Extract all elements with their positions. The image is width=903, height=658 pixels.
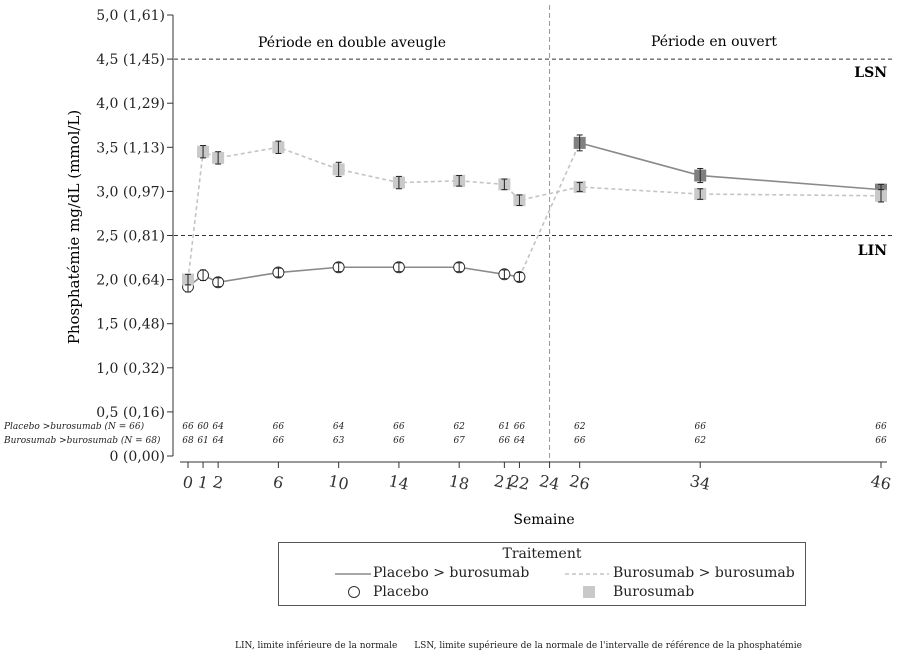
- x-tick-label: 22: [507, 471, 531, 494]
- y-tick-label: 0 (0,00): [110, 449, 165, 465]
- y-tick-label: 3,5 (1,13): [96, 140, 165, 156]
- x-tick-label: 0: [181, 472, 195, 493]
- y-axis-label: Phosphatémie mg/dL (mmol/L): [65, 110, 83, 344]
- legend-title: Traitement: [502, 546, 582, 562]
- n-at-risk-value: 64: [212, 436, 224, 446]
- n-at-risk-value: 67: [453, 436, 465, 446]
- n-at-risk-value: 64: [514, 436, 526, 446]
- y-tick-label: 3,0 (0,97): [96, 184, 165, 200]
- y-tick-label: 2,0 (0,64): [96, 273, 165, 289]
- n-at-risk-value: 66: [694, 422, 706, 432]
- period-label-open: Période en ouvert: [651, 34, 777, 50]
- n-at-risk-value: 61: [197, 436, 208, 446]
- x-tick-label: 1: [196, 472, 210, 493]
- legend-label-burosumab: Burosumab: [613, 584, 695, 600]
- y-tick-label: 0,5 (0,16): [96, 405, 165, 421]
- y-tick-label: 1,0 (0,32): [96, 361, 165, 377]
- n-at-risk-value: 62: [694, 436, 706, 446]
- reference-lines: [174, 5, 893, 462]
- x-tick-label: 46: [869, 471, 893, 494]
- n-at-risk-value: 63: [333, 436, 345, 446]
- n-at-risk-value: 64: [212, 422, 224, 432]
- y-tick-label: 4,0 (1,29): [96, 96, 165, 112]
- x-tick-label: 14: [387, 471, 411, 494]
- legend: Traitement Placebo > burosumab Burosumab…: [278, 542, 806, 606]
- series-points: [182, 134, 887, 293]
- footnote-lin: LIN, limite inférieure de la normale: [235, 641, 398, 651]
- n-at-risk-value: 66: [499, 436, 511, 446]
- phosphatemia-chart: 0 (0,00) 0,5 (0,16) 1,0 (0,32) 1,5 (0,48) 2,…: [3, 5, 893, 528]
- n-at-risk-value: 66: [875, 422, 887, 432]
- footnote-lsn: LSN, limite supérieure de la normale de …: [414, 641, 802, 651]
- legend-label-placebo-burosumab: Placebo > burosumab: [373, 565, 530, 581]
- y-tick-label: 1,5 (0,48): [96, 317, 165, 333]
- n-at-risk-value: 66: [273, 422, 285, 432]
- n-at-risk-label: Placebo >burosumab (N = 66): [3, 421, 145, 432]
- n-at-risk-value: 66: [875, 436, 887, 446]
- n-at-risk-value: 64: [333, 422, 345, 432]
- legend-marker-placebo: [348, 586, 360, 598]
- period-label-double-blind: Période en double aveugle: [258, 35, 446, 51]
- series-line-placebo-double-blind: [187, 266, 520, 288]
- footnote: LIN, limite inférieure de la normale LSN…: [235, 641, 816, 651]
- n-at-risk-value: 68: [182, 436, 194, 446]
- series-line-placebo-open: [579, 142, 882, 191]
- x-tick-label: 2: [211, 472, 225, 493]
- n-at-risk-value: 61: [499, 422, 510, 432]
- legend-label-placebo: Placebo: [373, 584, 429, 600]
- lsn-label: LSN: [854, 65, 887, 81]
- n-at-risk-value: 66: [393, 436, 405, 446]
- n-at-risk-value: 60: [197, 422, 209, 432]
- y-tick-label: 4,5 (1,45): [96, 52, 165, 68]
- y-tick-label: 5,0 (1,61): [96, 8, 165, 24]
- x-tick-label: 10: [327, 471, 351, 494]
- x-axis-label: Semaine: [513, 512, 574, 528]
- n-at-risk-value: 66: [273, 436, 285, 446]
- series-line-burosumab: [187, 146, 882, 280]
- x-tick-label: 21: [492, 471, 516, 494]
- series-line-placebo-switch: [518, 142, 581, 278]
- n-at-risk-value: 66: [182, 422, 194, 432]
- n-at-risk-value: 66: [393, 422, 405, 432]
- legend-marker-burosumab: [583, 586, 595, 598]
- n-at-risk-value: 66: [574, 436, 586, 446]
- y-tick-label: 2,5 (0,81): [96, 229, 165, 245]
- series-lines: [187, 142, 882, 288]
- legend-label-burosumab-burosumab: Burosumab > burosumab: [613, 565, 795, 581]
- n-at-risk-table: Placebo >burosumab (N = 66) 66 60 64 66 64 66 6…: [3, 421, 887, 446]
- x-tick-label: 26: [568, 471, 592, 494]
- n-at-risk-value: 62: [574, 422, 586, 432]
- x-tick-label: 6: [271, 472, 285, 493]
- legend-swatches: [335, 573, 609, 598]
- n-at-risk-value: 62: [453, 422, 465, 432]
- n-at-risk-label: Burosumab >burosumab (N = 68): [3, 435, 161, 446]
- x-tick-label: 18: [447, 471, 471, 494]
- n-at-risk-value: 66: [514, 422, 526, 432]
- lin-label: LIN: [858, 243, 887, 259]
- axes: 0 (0,00) 0,5 (0,16) 1,0 (0,32) 1,5 (0,48) 2,…: [96, 8, 893, 494]
- x-tick-label: 24: [538, 471, 562, 494]
- x-tick-label: 34: [688, 471, 712, 494]
